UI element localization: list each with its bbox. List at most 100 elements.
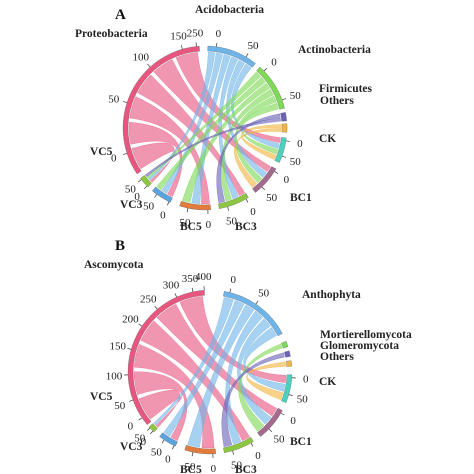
tick-mark xyxy=(268,428,273,432)
sector-label-vc5: VC5 xyxy=(90,391,113,403)
tick-label: 100 xyxy=(106,370,123,382)
sector-label-actinobacteria: Actinobacteria xyxy=(298,44,371,56)
tick-mark xyxy=(138,323,143,327)
tick-label: 0 xyxy=(303,374,309,386)
chord-firmicutes-bc3 xyxy=(216,113,281,203)
tick-label: 0 xyxy=(160,209,166,221)
sector-label-others: Others xyxy=(320,95,354,107)
tick-label: 0 xyxy=(271,56,277,68)
tick-label: 50 xyxy=(274,434,286,446)
tick-label: 150 xyxy=(170,31,187,43)
chord-proteobacteria-bc5 xyxy=(129,96,210,205)
tick-label: 150 xyxy=(109,341,126,353)
chord-anthophyta-ck xyxy=(243,327,286,392)
tick-mark xyxy=(146,427,151,431)
tick-label: 0 xyxy=(230,274,236,286)
tick-mark xyxy=(180,45,183,50)
sector-arc-others xyxy=(281,123,288,133)
tick-mark xyxy=(281,98,286,101)
chord-anthophyta-vc5 xyxy=(153,297,234,426)
tick-label: 0 xyxy=(216,28,222,40)
sector-arc-bc3 xyxy=(223,437,254,453)
tick-label: 50 xyxy=(266,192,278,204)
sector-arc-vc5 xyxy=(148,423,158,433)
sector-label-ascomycota: Ascomycota xyxy=(84,259,144,271)
tick-label: 0 xyxy=(111,153,117,165)
sector-label-anthophyta: Anthophyta xyxy=(302,289,361,301)
tick-mark xyxy=(232,450,235,455)
sector-label-proteobacteria: Proteobacteria xyxy=(75,28,148,40)
sector-label-vc3: VC3 xyxy=(120,441,143,453)
sector-label-ck: CK xyxy=(319,133,336,145)
tick-label: 50 xyxy=(180,217,192,229)
sector-arc-glomeromycota xyxy=(284,350,291,358)
chord-actinobacteria-bc5 xyxy=(182,82,271,203)
sector-arc-others xyxy=(286,360,292,367)
tick-mark xyxy=(227,206,230,211)
tick-mark xyxy=(129,399,134,402)
tick-mark xyxy=(261,186,265,191)
sector-label-vc5: VC5 xyxy=(90,146,113,158)
tick-mark xyxy=(191,452,194,457)
chord-firmicutes-vc5 xyxy=(144,117,281,177)
tick-label: 0 xyxy=(206,219,212,231)
chord-acidobacteria-vc5 xyxy=(148,51,216,181)
chord-actinobacteria-vc5 xyxy=(146,71,262,179)
sector-label-bc1: BC1 xyxy=(290,192,312,204)
tick-mark xyxy=(229,288,232,293)
tick-label: 100 xyxy=(133,52,150,64)
sector-label-others: Others xyxy=(320,351,354,363)
tick-label: 0 xyxy=(141,436,147,448)
tick-mark xyxy=(147,63,151,68)
tick-label: 0 xyxy=(290,415,296,427)
sector-label-glomeromycota: Glomeromycota xyxy=(320,340,399,352)
chords xyxy=(133,296,287,449)
tick-label: 300 xyxy=(163,279,180,291)
sector-arc-bc5 xyxy=(179,201,211,211)
tick-label: 50 xyxy=(258,287,270,299)
tick-label: 50 xyxy=(248,40,260,52)
tick-mark xyxy=(154,194,158,198)
chord-anthophyta-bc1 xyxy=(237,318,272,425)
tick-label: 50 xyxy=(290,156,302,168)
sector-label-firmicutes: Firmicutes xyxy=(319,83,373,95)
tick-mark xyxy=(250,442,254,447)
tick-mark xyxy=(186,208,189,213)
chord-actinobacteria-bc3 xyxy=(220,89,274,202)
tick-mark xyxy=(245,53,249,58)
tick-mark xyxy=(285,140,290,142)
tick-mark xyxy=(281,155,286,158)
tick-label: 50 xyxy=(231,459,243,471)
sector-label-mortierellomycota: Mortierellomycota xyxy=(320,329,412,341)
sector-label-bc5: BC5 xyxy=(180,464,202,474)
tick-label: 50 xyxy=(297,393,309,405)
chord-others-bc1 xyxy=(234,128,282,188)
tick-mark xyxy=(138,417,143,421)
tick-label: 50 xyxy=(134,432,146,444)
tick-label: 0 xyxy=(250,206,256,218)
tick-mark xyxy=(127,347,132,350)
sector-arc-bc5 xyxy=(184,445,216,455)
tick-mark xyxy=(137,179,142,183)
chord-actinobacteria-bc1 xyxy=(234,95,277,184)
tick-mark xyxy=(216,42,218,47)
sector-arc-acidobacteria xyxy=(207,45,256,68)
panel-letter: A xyxy=(115,7,126,23)
sector-label-bc3: BC3 xyxy=(235,221,257,233)
tick-label: 50 xyxy=(125,183,137,195)
tick-label: 0 xyxy=(134,191,140,203)
sector-label-bc5: BC5 xyxy=(180,221,202,233)
tick-mark xyxy=(161,439,165,444)
tick-mark xyxy=(154,305,158,310)
tick-mark xyxy=(171,445,175,450)
chord-proteobacteria-bc1 xyxy=(153,59,271,172)
chord-actinobacteria-vc3 xyxy=(156,76,266,191)
tick-mark xyxy=(255,300,259,305)
tick-mark xyxy=(274,171,279,174)
chord-anthophyta-bc3 xyxy=(225,310,264,445)
tick-label: 250 xyxy=(187,28,204,40)
panel-letter: B xyxy=(115,238,125,254)
tick-label: 0 xyxy=(255,450,261,462)
